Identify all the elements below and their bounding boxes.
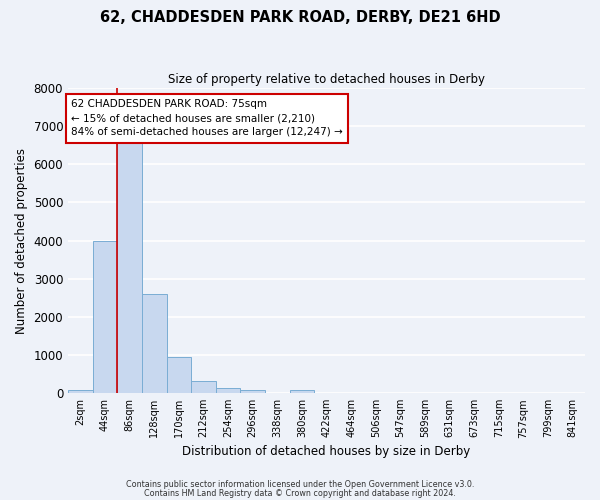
Text: 62 CHADDESDEN PARK ROAD: 75sqm
← 15% of detached houses are smaller (2,210)
84% : 62 CHADDESDEN PARK ROAD: 75sqm ← 15% of … (71, 100, 343, 138)
Text: 62, CHADDESDEN PARK ROAD, DERBY, DE21 6HD: 62, CHADDESDEN PARK ROAD, DERBY, DE21 6H… (100, 10, 500, 25)
Title: Size of property relative to detached houses in Derby: Size of property relative to detached ho… (168, 72, 485, 86)
Bar (216, 388, 241, 393)
Bar (167, 357, 191, 393)
Bar (290, 390, 314, 393)
Bar (191, 381, 216, 393)
Bar (142, 294, 167, 393)
X-axis label: Distribution of detached houses by size in Derby: Distribution of detached houses by size … (182, 444, 470, 458)
Bar (68, 390, 92, 393)
Text: Contains public sector information licensed under the Open Government Licence v3: Contains public sector information licen… (126, 480, 474, 489)
Y-axis label: Number of detached properties: Number of detached properties (15, 148, 28, 334)
Bar (92, 240, 117, 393)
Bar (117, 142, 142, 393)
Text: Contains HM Land Registry data © Crown copyright and database right 2024.: Contains HM Land Registry data © Crown c… (144, 488, 456, 498)
Bar (241, 390, 265, 393)
